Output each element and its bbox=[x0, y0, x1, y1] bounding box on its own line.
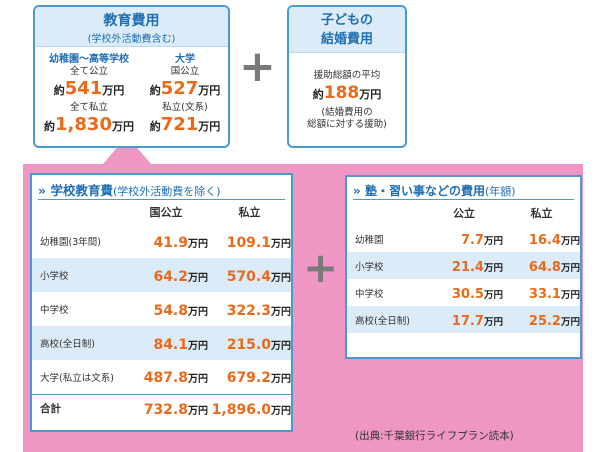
table-row: 大学(私立は文系) 487.8万円 679.2万円 bbox=[32, 360, 291, 394]
k12-private-amount: 約1,830万円 bbox=[44, 114, 134, 135]
university-public-amount: 約527万円 bbox=[149, 78, 221, 99]
school-cost-grid: 国公立 私立 幼稚園(3年間) 41.9万円 109.1万円 小学校 64.2万… bbox=[32, 200, 291, 422]
table-row: 幼稚園(3年間) 41.9万円 109.1万円 bbox=[32, 224, 291, 258]
university-public-value: 527 bbox=[160, 78, 199, 99]
education-card-header: 教育費用 (学校外活動費含む) bbox=[35, 7, 228, 47]
public-value: 54.8 bbox=[153, 302, 188, 319]
wedding-value: 188 bbox=[323, 83, 360, 103]
double-chevron-icon: » bbox=[38, 183, 47, 198]
k12-public-label: 全て公立 bbox=[69, 66, 108, 77]
row-label: 高校(全日制) bbox=[32, 326, 124, 360]
table-row: 小学校 21.4万円 64.8万円 bbox=[347, 252, 580, 279]
row-label: 高校(全日制) bbox=[347, 306, 425, 333]
table-row: 幼稚園 7.7万円 16.4万円 bbox=[347, 225, 580, 252]
table-row: 高校(全日制) 84.1万円 215.0万円 bbox=[32, 326, 291, 360]
source-citation: (出典:千葉銀行ライフプラン読本) bbox=[355, 430, 514, 442]
row-label: 幼稚園 bbox=[355, 234, 384, 246]
k12-column: 幼稚園〜高等学校 全て公立 約541万円 全て私立 約1,830万円 bbox=[39, 53, 139, 138]
k12-private-label: 全て私立 bbox=[69, 102, 108, 113]
public-value: 487.8 bbox=[143, 370, 188, 387]
public-value: 64.2 bbox=[153, 268, 188, 285]
wedding-title-line2: 結婚費用 bbox=[320, 32, 373, 47]
plus-sign-middle: + bbox=[303, 243, 339, 292]
private-value: 64.8 bbox=[528, 260, 561, 275]
juku-cost-grid: 公立 私立 幼稚園 7.7万円 16.4万円 小学校 21.4万円 64.8万円… bbox=[347, 200, 580, 333]
row-label: 小学校 bbox=[32, 258, 124, 292]
education-card-subtitle: (学校外活動費含む) bbox=[87, 34, 176, 45]
school-education-table: » 学校教育費(学校外活動費を除く) 国公立 私立 幼稚園(3年間) 41.9万… bbox=[30, 173, 293, 432]
col-header-private: 私立 bbox=[238, 206, 261, 219]
table-row: 高校(全日制) 17.7万円 25.2万円 bbox=[347, 306, 580, 333]
private-value: 322.3 bbox=[226, 302, 271, 319]
public-value: 7.7 bbox=[460, 233, 484, 248]
wedding-cost-card: 子どもの 結婚費用 援助総額の平均 約188万円 (結婚費用の 総額に対する援助… bbox=[287, 5, 407, 148]
wedding-card-header: 子どもの 結婚費用 bbox=[289, 7, 405, 53]
public-value: 41.9 bbox=[153, 234, 188, 251]
col-header-public: 国公立 bbox=[149, 206, 183, 219]
wedding-amount: 約188万円 bbox=[312, 83, 382, 103]
table-header-row: 公立 私立 bbox=[347, 200, 580, 225]
title-divider bbox=[38, 199, 285, 200]
education-cost-card: 教育費用 (学校外活動費含む) 幼稚園〜高等学校 全て公立 約541万円 全て私… bbox=[33, 5, 230, 148]
k12-public-amount: 約541万円 bbox=[53, 78, 125, 99]
private-value: 215.0 bbox=[226, 336, 271, 353]
public-value: 21.4 bbox=[451, 260, 484, 275]
school-table-title: » 学校教育費(学校外活動費を除く) bbox=[38, 183, 221, 198]
private-value: 109.1 bbox=[226, 234, 271, 251]
total-private-value: 1,896.0 bbox=[211, 401, 271, 418]
public-value: 17.7 bbox=[451, 314, 484, 329]
row-label: 中学校 bbox=[40, 305, 69, 316]
table-row: 小学校 64.2万円 570.4万円 bbox=[32, 258, 291, 292]
public-value: 30.5 bbox=[451, 287, 484, 302]
university-header: 大学 bbox=[175, 54, 195, 65]
private-value: 570.4 bbox=[226, 268, 271, 285]
k12-header: 幼稚園〜高等学校 bbox=[49, 54, 129, 65]
wedding-title-line1: 子どもの bbox=[320, 13, 373, 28]
k12-private-value: 1,830 bbox=[55, 114, 112, 135]
wedding-average-label: 援助総額の平均 bbox=[313, 70, 381, 81]
public-value: 84.1 bbox=[153, 336, 188, 353]
k12-public-value: 541 bbox=[64, 78, 103, 99]
col-header-private: 私立 bbox=[530, 206, 553, 220]
total-public-value: 732.8 bbox=[143, 401, 188, 418]
private-value: 33.1 bbox=[528, 287, 561, 302]
row-label: 中学校 bbox=[355, 288, 384, 300]
row-label: 幼稚園(3年間) bbox=[40, 237, 101, 248]
wedding-note: (結婚費用の 総額に対する援助) bbox=[307, 107, 387, 130]
education-card-title: 教育費用 bbox=[103, 13, 160, 29]
juku-lessons-table: » 塾・習い事などの費用(年額) 公立 私立 幼稚園 7.7万円 16.4万円 … bbox=[345, 175, 582, 359]
table-header-row: 国公立 私立 bbox=[32, 200, 291, 224]
row-label: 小学校 bbox=[347, 252, 425, 279]
table-row: 中学校 54.8万円 322.3万円 bbox=[32, 292, 291, 326]
table-row: 中学校 30.5万円 33.1万円 bbox=[347, 279, 580, 306]
title-divider bbox=[353, 199, 574, 200]
private-value: 679.2 bbox=[226, 370, 271, 387]
university-column: 大学 国公立 約527万円 私立(文系) 約721万円 bbox=[143, 53, 227, 138]
university-private-value: 721 bbox=[160, 114, 199, 135]
plus-sign-top: + bbox=[239, 41, 276, 92]
double-chevron-icon: » bbox=[353, 184, 361, 198]
total-row: 合計 732.8万円 1,896.0万円 bbox=[32, 393, 291, 422]
private-value: 25.2 bbox=[528, 314, 561, 329]
row-label: 大学(私立は文系) bbox=[40, 372, 114, 384]
private-value: 16.4 bbox=[528, 233, 561, 248]
juku-table-title: » 塾・習い事などの費用(年額) bbox=[353, 184, 516, 198]
col-header-public: 公立 bbox=[453, 206, 475, 220]
university-public-label: 国公立 bbox=[170, 66, 200, 77]
university-private-label: 私立(文系) bbox=[162, 102, 208, 113]
total-label: 合計 bbox=[32, 393, 124, 422]
university-private-amount: 約721万円 bbox=[149, 114, 221, 135]
